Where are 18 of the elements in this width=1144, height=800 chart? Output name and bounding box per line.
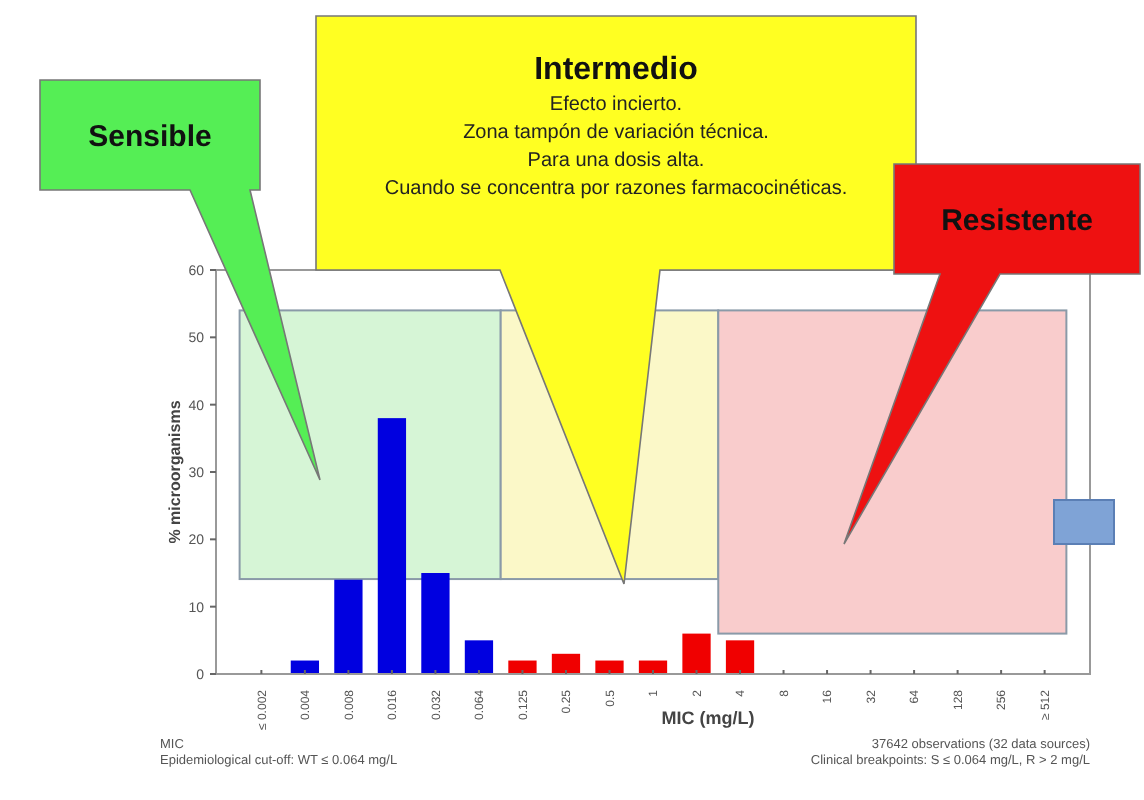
y-axis-title: % microorganisms xyxy=(166,399,184,544)
bar xyxy=(464,640,494,674)
bar xyxy=(334,579,363,674)
text: Intermedio xyxy=(534,53,699,88)
text: Zona tampón de variación técnica. xyxy=(463,122,769,144)
bar xyxy=(377,418,407,674)
text: Cuando se concentra por razones farmacocinéticas. xyxy=(384,178,848,200)
text: Efecto incierto. xyxy=(549,94,683,116)
bar xyxy=(421,573,450,674)
text: Para una dosis alta. xyxy=(527,150,705,172)
x-axis-title: MIC (mg/L) xyxy=(661,708,755,728)
text: Sensible xyxy=(88,119,212,154)
bar xyxy=(595,660,624,674)
text: Resistente xyxy=(941,203,1093,238)
bar xyxy=(551,653,581,674)
bar xyxy=(725,640,755,674)
bar xyxy=(682,633,711,674)
bar xyxy=(508,660,537,674)
